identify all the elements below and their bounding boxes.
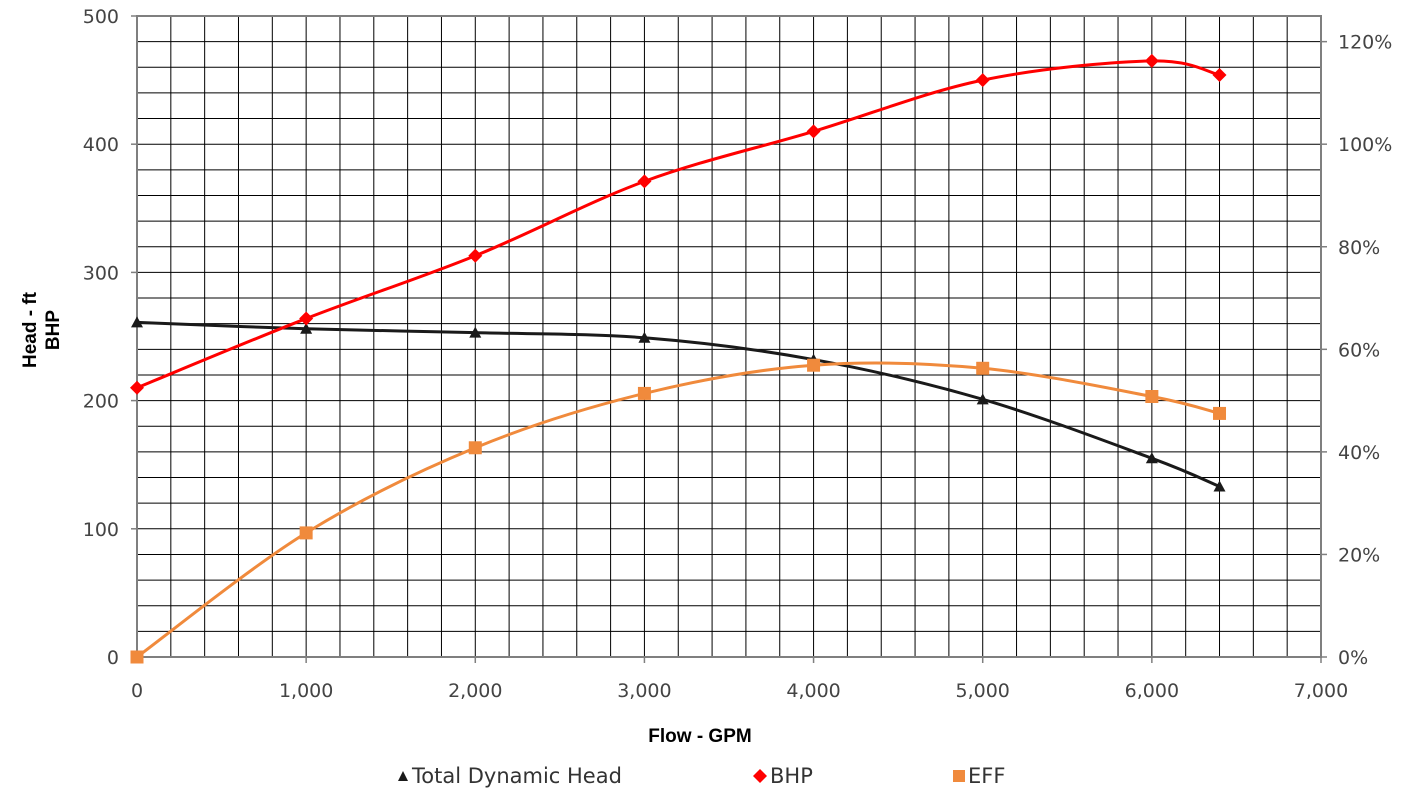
y-tick-label: 500 xyxy=(83,6,119,28)
series-bhp xyxy=(130,53,1227,395)
data-point xyxy=(468,441,482,455)
data-point xyxy=(130,650,144,664)
x-tick-label: 2,000 xyxy=(448,680,502,702)
chart-grid xyxy=(137,16,1321,657)
data-point xyxy=(637,174,652,189)
y-tick-label: 400 xyxy=(83,134,119,156)
data-point xyxy=(638,331,651,343)
data-point xyxy=(130,380,144,395)
data-point xyxy=(300,322,313,334)
data-point xyxy=(1145,452,1158,464)
x-tick-label: 7,000 xyxy=(1294,680,1348,702)
data-point xyxy=(976,393,989,405)
y2-tick-label: 60% xyxy=(1338,339,1380,361)
square-marker-icon xyxy=(953,770,965,782)
x-tick-label: 3,000 xyxy=(617,680,671,702)
y2-tick-label: 80% xyxy=(1338,237,1380,259)
triangle-marker-icon xyxy=(398,771,408,781)
data-point xyxy=(299,526,313,540)
x-tick-label: 4,000 xyxy=(786,680,840,702)
data-point xyxy=(1145,389,1159,403)
y-axis-title: Head - ft xyxy=(20,291,41,368)
y-tick-label: 300 xyxy=(83,262,119,284)
y2-tick-label: 20% xyxy=(1338,544,1380,566)
plot-frame xyxy=(136,15,1322,658)
chart-series xyxy=(130,53,1227,664)
data-point xyxy=(1213,480,1226,492)
x-axis-title: Flow - GPM xyxy=(648,726,751,747)
diamond-marker-icon xyxy=(753,769,767,783)
data-point xyxy=(1144,53,1159,68)
x-tick-label: 5,000 xyxy=(956,680,1010,702)
series-line xyxy=(136,59,1220,390)
chart-legend: Total Dynamic Head BHP EFF xyxy=(0,762,1421,794)
pump-curve-chart: 0 1,000 2,000 3,000 4,000 5,000 6,000 7,000 0 100… xyxy=(20,6,1393,747)
data-point xyxy=(468,248,483,263)
series-line xyxy=(136,320,1221,488)
data-point xyxy=(1212,67,1227,82)
y2-tick-label: 100% xyxy=(1338,134,1392,156)
chart-labels: 0 1,000 2,000 3,000 4,000 5,000 6,000 7,000 0 100… xyxy=(83,6,1393,702)
x-tick-label: 0 xyxy=(131,680,143,702)
x-tick-label: 6,000 xyxy=(1125,680,1179,702)
y2-tick-label: 0% xyxy=(1338,647,1368,669)
y-tick-label: 100 xyxy=(83,519,119,541)
y2-tick-label: 120% xyxy=(1338,32,1392,54)
plot-area xyxy=(137,16,1321,657)
y-tick-label: 200 xyxy=(83,391,119,413)
data-point xyxy=(469,326,482,338)
legend-item-eff: EFF xyxy=(952,764,1005,788)
data-point xyxy=(299,311,314,326)
legend-item-total-dynamic-head: Total Dynamic Head xyxy=(396,764,622,788)
legend-label: Total Dynamic Head xyxy=(412,764,622,788)
data-point xyxy=(637,386,651,400)
data-point xyxy=(976,361,990,375)
y-tick-label: 0 xyxy=(107,647,119,669)
y-axis-title-secondary: BHP xyxy=(43,310,64,350)
legend-item-bhp: BHP xyxy=(752,764,813,788)
data-point xyxy=(1213,406,1227,420)
legend-label: EFF xyxy=(968,764,1006,788)
x-tick-label: 1,000 xyxy=(279,680,333,702)
legend-label: BHP xyxy=(770,764,813,788)
data-point xyxy=(975,73,990,88)
data-point xyxy=(807,358,821,372)
data-point xyxy=(806,124,821,139)
series-eff xyxy=(130,358,1227,664)
data-point xyxy=(131,316,143,328)
series-total-dynamic-head xyxy=(131,316,1226,492)
y2-tick-label: 40% xyxy=(1338,442,1380,464)
